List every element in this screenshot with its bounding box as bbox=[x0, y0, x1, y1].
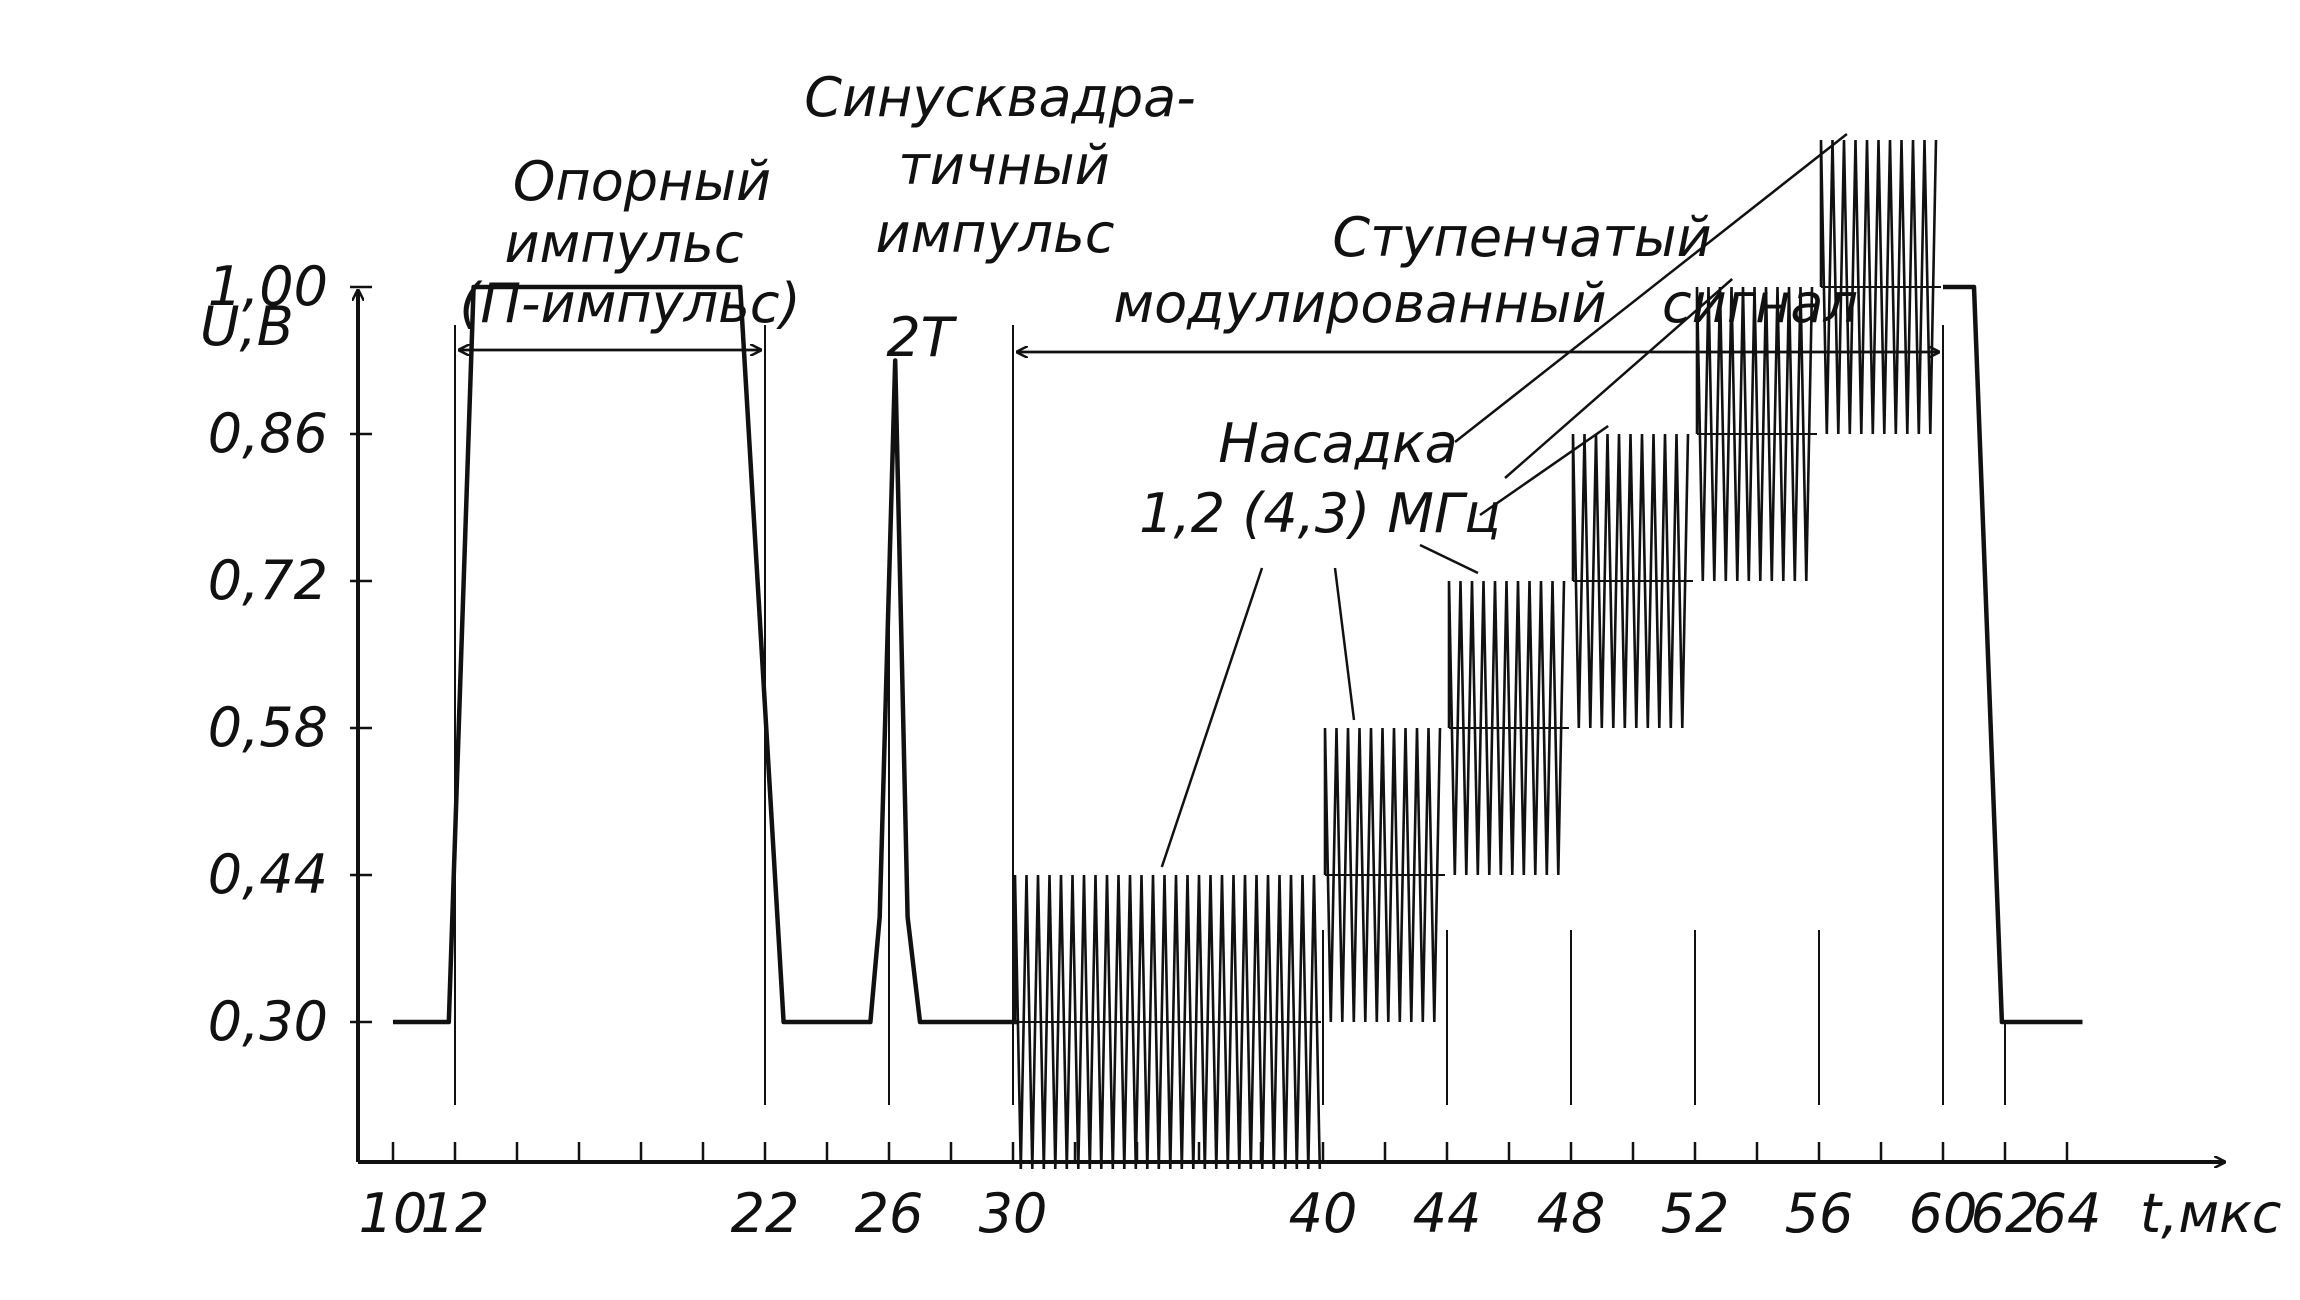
guide-lines bbox=[454, 325, 2006, 1105]
subcarrier-leader-line bbox=[1333, 567, 1356, 721]
subcarrier-line-2: 1,2 (4,3) МГц bbox=[1139, 482, 1501, 545]
step-6 bbox=[1819, 139, 1941, 435]
subcarrier-leader-line bbox=[1454, 133, 1848, 443]
x-tick-label: 44 bbox=[1413, 1182, 1482, 1245]
x-tick-label: 10 bbox=[359, 1182, 428, 1245]
subcarrier-leader-line bbox=[1160, 567, 1264, 868]
subcarrier-burst bbox=[1013, 874, 1322, 1170]
x-tick-label: 52 bbox=[1661, 1182, 1730, 1245]
ref-pulse-line-3: (П-импульс) bbox=[459, 272, 800, 335]
y-tick-label: 0,58 bbox=[208, 696, 328, 759]
ref-pulse-line-1: Опорный bbox=[513, 150, 771, 213]
y-tick-label: 0,30 bbox=[208, 990, 328, 1053]
x-tick-label: 26 bbox=[855, 1182, 924, 1245]
series-group bbox=[393, 284, 2083, 1025]
y-tick-label: 0,72 bbox=[208, 549, 328, 612]
subcarrier-line-1: Насадка bbox=[1218, 412, 1458, 475]
series-line-1 bbox=[393, 284, 1020, 1025]
y-tick-label: 1,00 bbox=[208, 255, 328, 318]
x-axis-label: t,мкс bbox=[2140, 1182, 2281, 1245]
sin2-pulse-line-1: Синусквадра- bbox=[804, 66, 1195, 129]
axes bbox=[358, 290, 2225, 1162]
staircase-line-1: Ступенчатый bbox=[1332, 206, 1711, 269]
x-tick-label: 62 bbox=[1971, 1182, 2040, 1245]
x-tick-label: 48 bbox=[1537, 1182, 1606, 1245]
x-tick-label: 64 bbox=[2033, 1182, 2102, 1245]
staircase-group bbox=[1013, 139, 1941, 1170]
x-tick-label: 56 bbox=[1785, 1182, 1854, 1245]
step-2 bbox=[1323, 727, 1445, 1023]
y-axis-label: U,В bbox=[200, 295, 294, 358]
series-line-2 bbox=[1943, 284, 2083, 1025]
y-tick-label: 0,44 bbox=[208, 843, 328, 906]
y-tick-label: 0,86 bbox=[208, 402, 328, 465]
step-4 bbox=[1571, 433, 1693, 729]
annotation-arrows bbox=[459, 133, 1939, 868]
sin2-pulse-line-3: импульс bbox=[875, 202, 1114, 265]
sin2-pulse-line-2: тичный bbox=[898, 134, 1110, 197]
staircase-line-3: сигнал bbox=[1662, 272, 1858, 335]
subcarrier-leader-line bbox=[1479, 424, 1609, 517]
ref-pulse-line-2: импульс bbox=[504, 212, 743, 275]
y-tick-group: 0,30 0,44 0,58 0,72 0,86 1,00 bbox=[208, 255, 372, 1053]
x-tick-label: 12 bbox=[421, 1182, 490, 1245]
subcarrier-leader-line bbox=[1419, 543, 1479, 575]
annotations: Опорный импульс (П-импульс) Синусквадра-… bbox=[459, 66, 1858, 545]
step-5 bbox=[1695, 286, 1817, 582]
x-tick-label: 22 bbox=[731, 1182, 800, 1245]
sin2-pulse-line-4: 2Т bbox=[886, 306, 957, 369]
step-3 bbox=[1447, 580, 1569, 876]
staircase-line-2: модулированный bbox=[1113, 272, 1606, 335]
subcarrier-leader-line bbox=[1504, 278, 1734, 479]
x-tick-label: 30 bbox=[979, 1182, 1048, 1245]
step-1 bbox=[1013, 874, 1322, 1170]
x-tick-label: 40 bbox=[1289, 1182, 1358, 1245]
x-tick-label: 60 bbox=[1909, 1182, 1978, 1245]
